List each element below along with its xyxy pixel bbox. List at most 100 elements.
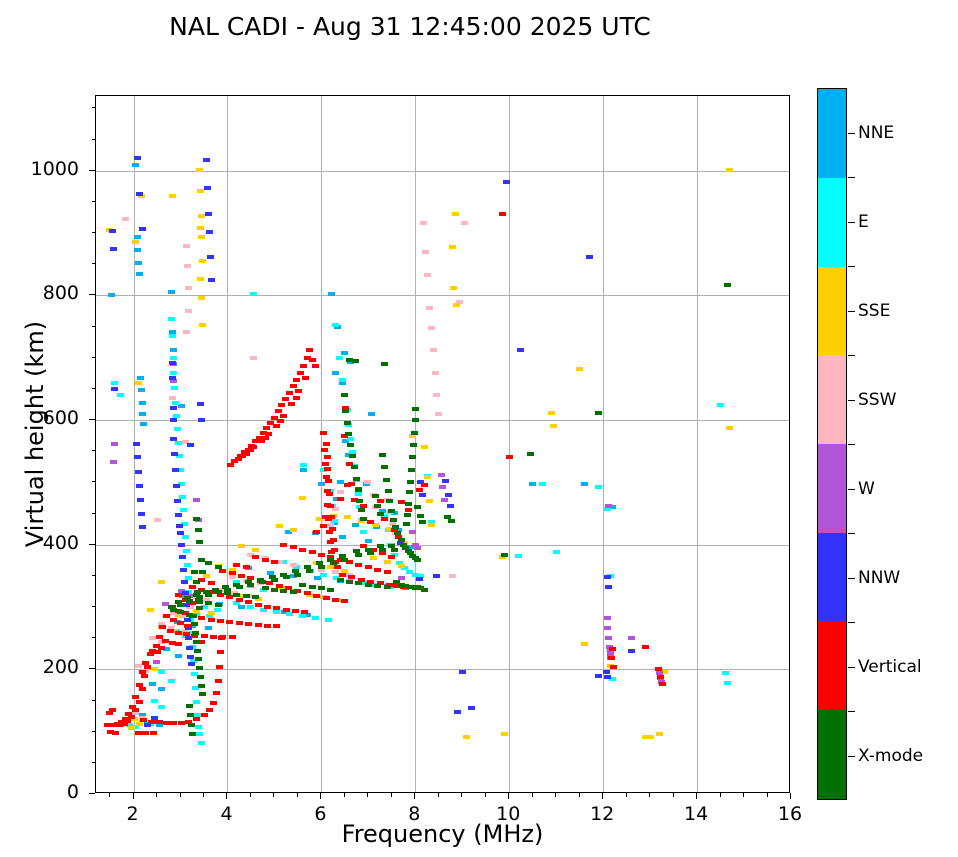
data-point-x-mode [421, 587, 429, 592]
data-point-sse [726, 425, 734, 430]
data-point-vertical [242, 451, 250, 456]
data-point-nne [344, 452, 352, 457]
data-point-x-mode [280, 588, 288, 593]
data-point-x-mode [329, 561, 337, 566]
data-point-nne [138, 712, 146, 717]
colorbar-segment-vertical[interactable] [818, 621, 846, 711]
data-point-ssw [317, 567, 325, 572]
data-point-sse [423, 475, 431, 480]
data-point-vertical [276, 419, 284, 424]
data-point-x-mode [252, 595, 260, 600]
data-point-vertical [348, 481, 356, 486]
data-point-nne [351, 522, 359, 527]
data-point-x-mode [402, 583, 410, 588]
data-point-vertical [498, 212, 506, 217]
data-point-vertical [155, 634, 163, 639]
data-point-x-mode [194, 597, 202, 602]
colorbar-segment-nne[interactable] [818, 89, 846, 178]
data-point-vertical [343, 482, 351, 487]
data-point-vertical [608, 656, 616, 661]
data-point-nnw [205, 212, 213, 217]
azimuth-colorbar[interactable] [817, 88, 847, 800]
data-point-vertical [239, 454, 246, 459]
y-tick-minor [91, 481, 95, 483]
y-tick-label: 800 [42, 282, 79, 305]
data-point-e [395, 561, 403, 566]
data-point-x-mode [402, 546, 410, 551]
y-tick-minor [91, 232, 95, 234]
data-point-vertical [188, 585, 196, 590]
data-point-e [158, 704, 166, 709]
data-point-w [162, 601, 169, 606]
data-point-vertical [140, 718, 148, 723]
data-point-vertical [233, 562, 241, 567]
ionogram-plot-area[interactable] [95, 95, 790, 793]
data-point-vertical [116, 722, 124, 727]
data-point-sse [315, 516, 323, 521]
data-point-x-mode [594, 410, 602, 415]
colorbar-label-e: E [858, 211, 869, 232]
data-point-vertical [124, 719, 132, 724]
colorbar-segment-w[interactable] [818, 444, 846, 533]
colorbar-segment-e[interactable] [818, 177, 846, 267]
data-point-e [345, 423, 353, 428]
data-point-vertical [321, 461, 329, 466]
data-point-nnw [208, 278, 216, 283]
data-point-x-mode [294, 572, 302, 577]
colorbar-segment-nnw[interactable] [818, 532, 846, 622]
data-point-x-mode [299, 582, 307, 587]
data-point-e [173, 413, 181, 418]
data-point-sse [196, 188, 204, 193]
data-point-sse [193, 608, 201, 613]
data-point-vertical [327, 540, 335, 545]
data-point-e [178, 495, 186, 500]
data-point-nnw [133, 455, 141, 460]
data-point-vertical [383, 570, 391, 575]
data-point-nne [174, 654, 182, 659]
data-point-e [175, 441, 183, 446]
data-point-vertical [200, 634, 208, 639]
data-point-nne [339, 380, 347, 385]
data-point-vertical [191, 633, 199, 638]
data-point-vertical [320, 447, 328, 452]
data-point-sse [453, 303, 461, 308]
y-tick-minor [91, 606, 95, 608]
data-point-vertical [174, 592, 182, 597]
data-point-vertical [142, 730, 150, 735]
data-point-vertical [184, 623, 192, 628]
colorbar-segment-sse[interactable] [818, 266, 846, 356]
data-point-e [285, 611, 293, 616]
data-point-ssw [216, 587, 224, 592]
colorbar-segment-x-mode[interactable] [818, 710, 846, 799]
data-point-vertical [317, 552, 325, 557]
y-tick-major [89, 793, 95, 794]
data-point-e [170, 370, 178, 375]
data-point-ssw [461, 221, 469, 226]
data-point-vertical [200, 713, 208, 718]
colorbar-tick [848, 310, 855, 312]
data-point-vertical [273, 623, 281, 628]
data-point-e [300, 462, 308, 467]
x-tick-label: 4 [220, 803, 233, 825]
colorbar-segment-ssw[interactable] [818, 355, 846, 444]
data-point-nne [336, 480, 344, 485]
x-tick-minor [531, 793, 533, 797]
data-point-e [197, 740, 205, 745]
data-point-vertical [294, 588, 302, 593]
data-point-nne [267, 570, 275, 575]
data-point-x-mode [192, 639, 200, 644]
data-point-sse [195, 167, 203, 172]
data-point-ssw [183, 263, 191, 268]
data-point-x-mode [212, 587, 220, 592]
data-point-sse [580, 642, 588, 647]
data-point-vertical [217, 649, 225, 654]
data-point-e [320, 467, 328, 472]
data-point-x-mode [315, 561, 323, 566]
data-point-x-mode [408, 467, 416, 472]
data-point-vertical [135, 699, 143, 704]
data-point-vertical [112, 730, 120, 735]
data-point-vertical [261, 435, 269, 440]
data-point-w [111, 441, 119, 446]
data-point-vertical [299, 547, 307, 552]
data-point-x-mode [443, 515, 451, 520]
